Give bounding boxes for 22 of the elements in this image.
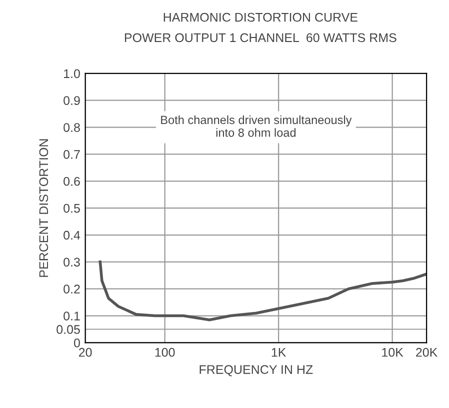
y-axis-title: PERCENT DISTORTION bbox=[39, 139, 48, 277]
chart-subtitle: POWER OUTPUT 1 CHANNEL 60 WATTS RMS bbox=[124, 33, 396, 42]
x-tick-label: 10K bbox=[382, 348, 404, 357]
y-tick-label: 0.5 bbox=[64, 204, 80, 213]
y-tick-label: 0.9 bbox=[64, 96, 80, 106]
y-tick-label: 0.7 bbox=[64, 150, 80, 159]
annotation: Both channels driven simultaneously into 8 ohm load bbox=[161, 115, 352, 137]
x-tick-label: 100 bbox=[155, 348, 175, 357]
y-tick-label: 0 bbox=[74, 338, 80, 348]
y-tick-label: 0.3 bbox=[64, 258, 80, 267]
x-axis-title: FREQUENCY IN HZ bbox=[200, 365, 313, 376]
y-tick-label: 0.8 bbox=[64, 123, 80, 132]
x-tick-label: 20K bbox=[416, 348, 438, 357]
chart-title: HARMONIC DISTORTION CURVE bbox=[164, 12, 358, 22]
y-tick-label: 1.0 bbox=[64, 69, 80, 78]
y-tick-label: 0.2 bbox=[64, 284, 80, 294]
x-tick-label: 20 bbox=[78, 348, 92, 357]
x-tick-label: 1K bbox=[272, 348, 286, 357]
y-tick-label: 0.1 bbox=[64, 312, 80, 320]
y-tick-label: 0.4 bbox=[64, 230, 80, 240]
y-tick-label: 0.6 bbox=[64, 176, 80, 186]
y-tick-label: 0.05 bbox=[56, 325, 80, 334]
